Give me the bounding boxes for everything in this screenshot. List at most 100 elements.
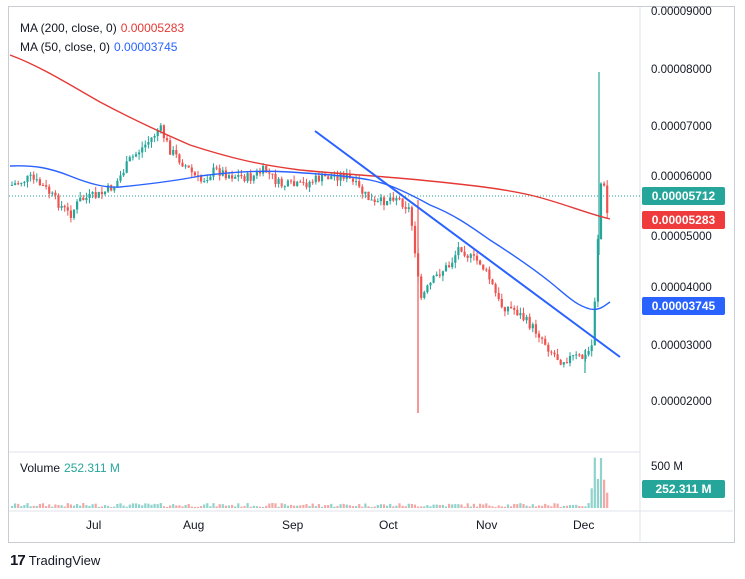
- candle-body: [234, 176, 237, 179]
- volume-bar: [103, 505, 107, 508]
- candle-body: [237, 175, 240, 177]
- candle-body: [485, 269, 488, 271]
- volume-bar: [296, 505, 299, 508]
- candle-body: [314, 175, 317, 183]
- candle-body: [398, 198, 401, 200]
- volume-bar: [153, 503, 156, 508]
- candle-body: [562, 362, 565, 365]
- volume-bar: [327, 505, 330, 508]
- candle-body: [178, 154, 181, 163]
- candle-body: [63, 205, 66, 208]
- volume-bar: [10, 506, 14, 508]
- volume-bar: [426, 505, 429, 508]
- candle-body: [231, 175, 234, 179]
- volume-bar: [97, 506, 100, 508]
- volume-bar: [79, 505, 82, 508]
- candle-body: [541, 337, 544, 339]
- volume-bar: [308, 505, 311, 508]
- ma50-legend-value: 0.00003745: [114, 40, 178, 54]
- volume-bar: [407, 503, 410, 508]
- volume-bar: [392, 506, 395, 508]
- ma200-legend[interactable]: MA (200, close, 0) 0.00005283: [20, 21, 184, 35]
- candle-body: [401, 198, 404, 208]
- candle-body: [209, 176, 212, 181]
- ma200-line: [9, 54, 611, 220]
- volume-bar: [599, 458, 603, 508]
- candle-body: [299, 181, 302, 183]
- volume-bar: [165, 506, 169, 508]
- candle-body: [45, 185, 48, 187]
- candle-body: [544, 338, 547, 345]
- volume-bar: [404, 506, 407, 508]
- volume-bar: [519, 503, 522, 508]
- candle-body: [271, 173, 274, 175]
- volume-bar: [389, 503, 392, 508]
- volume-bar: [17, 503, 20, 508]
- candle-body: [469, 254, 472, 258]
- chart-frame[interactable]: [8, 6, 735, 543]
- candle-body: [94, 192, 97, 198]
- volume-bar: [382, 504, 386, 508]
- candle-body: [175, 150, 178, 155]
- volume-bar: [255, 506, 258, 508]
- volume-bar: [45, 506, 48, 508]
- candle-body: [243, 176, 246, 182]
- price-tick: 0.00006000: [651, 171, 712, 183]
- candle-body: [475, 255, 479, 261]
- volume-bar: [435, 504, 438, 508]
- volume-bar: [364, 503, 367, 508]
- candle-body: [252, 175, 255, 181]
- brand-name: TradingView: [28, 553, 101, 568]
- candle-body: [479, 260, 482, 265]
- volume-bar: [516, 504, 519, 508]
- candle-body: [184, 165, 187, 167]
- candle-body: [364, 191, 367, 194]
- candle-body: [41, 185, 45, 187]
- volume-bar: [317, 504, 320, 508]
- volume-axis-tick: 500 M: [651, 461, 683, 473]
- candle-body: [38, 179, 41, 186]
- volume-bar: [26, 503, 29, 508]
- candle-body: [249, 173, 252, 181]
- candle-body: [420, 276, 423, 298]
- volume-bar: [311, 503, 314, 508]
- volume-bar: [212, 503, 215, 508]
- ma50-legend[interactable]: MA (50, close, 0) 0.00003745: [20, 40, 177, 54]
- candle-body: [289, 180, 293, 182]
- volume-bar: [63, 506, 66, 508]
- volume-legend[interactable]: Volume 252.311 M: [20, 461, 120, 475]
- volume-bar: [497, 505, 500, 508]
- candle-body: [69, 210, 72, 218]
- candle-body: [265, 166, 268, 173]
- ma50-legend-label: MA (50, close, 0): [20, 40, 111, 54]
- volume-bar: [156, 504, 159, 508]
- candle-body: [165, 138, 169, 141]
- candle-body: [116, 180, 119, 187]
- volume-bar: [91, 504, 94, 508]
- candle-body: [190, 167, 193, 173]
- candle-body: [491, 279, 494, 285]
- candle-body: [308, 181, 311, 188]
- candle-body: [386, 200, 389, 205]
- candle-body: [451, 262, 454, 267]
- volume-bar: [200, 506, 203, 508]
- candle-body: [32, 174, 35, 180]
- volume-bar: [562, 505, 565, 508]
- tradingview-brand[interactable]: 17 TradingView: [10, 552, 100, 569]
- volume-bar: [234, 506, 237, 508]
- volume-bar: [491, 506, 494, 508]
- volume-bar: [144, 503, 147, 508]
- candle-body: [305, 182, 308, 188]
- volume-bar: [348, 505, 351, 508]
- candle-body: [320, 173, 324, 182]
- volume-bar: [57, 505, 60, 508]
- candle-body: [441, 271, 444, 276]
- volume-bar: [482, 504, 485, 508]
- candle-body: [556, 354, 559, 360]
- volume-bar: [559, 506, 562, 508]
- candle-body: [66, 207, 69, 211]
- volume-bar: [293, 505, 296, 508]
- candle-body: [224, 170, 227, 179]
- volume-bar: [379, 504, 382, 508]
